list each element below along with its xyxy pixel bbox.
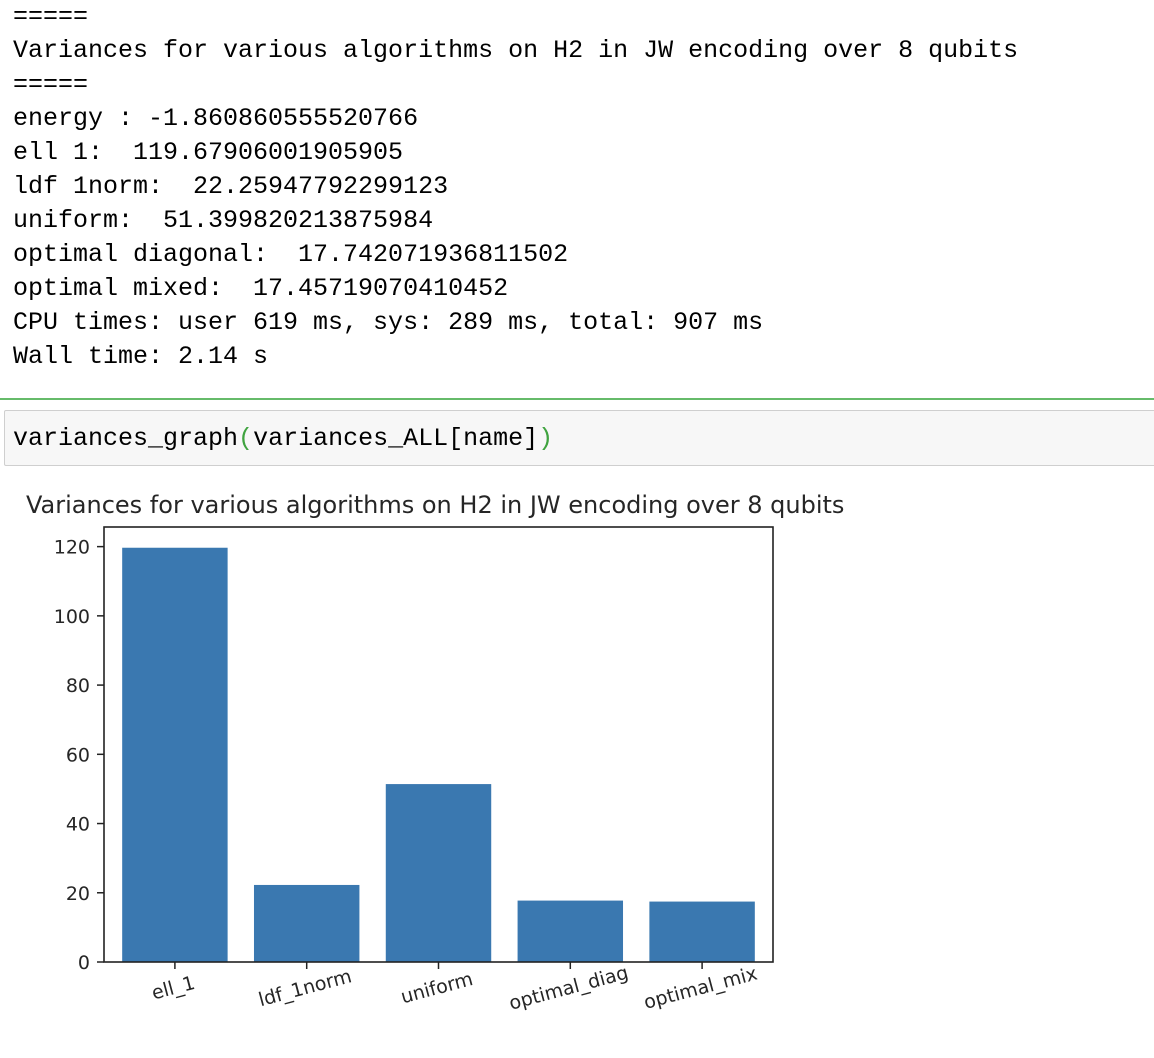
- y-tick-label: 60: [66, 744, 90, 766]
- x-tick-label: ell_1: [149, 972, 197, 1005]
- code-line[interactable]: variances_graph(variances_ALL[name]): [13, 420, 553, 458]
- code-argument: variances_ALL[name]: [253, 424, 539, 453]
- x-tick-label: optimal_diag: [507, 962, 631, 1015]
- chart-title: Variances for various algorithms on H2 i…: [26, 491, 844, 519]
- y-tick-label: 20: [66, 883, 90, 905]
- y-tick-label: 40: [66, 814, 90, 836]
- output-line: Wall time: 2.14 s: [13, 342, 269, 371]
- bar-optimal_mix: [649, 901, 755, 962]
- bar-optimal_diag: [517, 900, 624, 962]
- code-open-paren: (: [238, 424, 254, 453]
- output-line: energy : -1.860860555520766: [13, 104, 419, 133]
- output-line: optimal mixed: 17.45719070410452: [13, 274, 509, 303]
- output-line: ell 1: 119.67906001905905: [13, 138, 404, 167]
- output-line: CPU times: user 619 ms, sys: 289 ms, tot…: [13, 308, 764, 337]
- bar-chart: Variances for various algorithms on H2 i…: [26, 491, 844, 1015]
- code-function-name: variances_graph: [13, 424, 239, 453]
- y-tick-label: 100: [54, 606, 90, 628]
- chart-output: Variances for various algorithms on H2 i…: [0, 480, 900, 1058]
- x-tick-label: optimal_mix: [641, 963, 759, 1014]
- code-cell-input[interactable]: variances_graph(variances_ALL[name]): [4, 410, 1154, 466]
- output-line: optimal diagonal: 17.742071936811502: [13, 240, 569, 269]
- bar-uniform: [385, 784, 492, 962]
- code-close-paren: ): [538, 424, 554, 453]
- output-line: Variances for various algorithms on H2 i…: [13, 36, 1019, 65]
- x-tick-label: ldf_1norm: [256, 965, 354, 1011]
- output-line: =====: [13, 2, 89, 31]
- cell-output: ===== Variances for various algorithms o…: [13, 0, 1018, 374]
- output-line: uniform: 51.399820213875984: [13, 206, 434, 235]
- bar-ell_1: [122, 547, 228, 962]
- selected-cell-indicator: [0, 398, 1154, 400]
- y-tick-label: 80: [66, 675, 90, 697]
- output-line: =====: [13, 70, 89, 99]
- y-tick-label: 120: [54, 537, 90, 559]
- output-line: ldf 1norm: 22.25947792299123: [13, 172, 449, 201]
- x-tick-label: uniform: [399, 968, 476, 1008]
- y-tick-label: 0: [78, 952, 90, 974]
- bar-ldf_1norm: [253, 884, 360, 962]
